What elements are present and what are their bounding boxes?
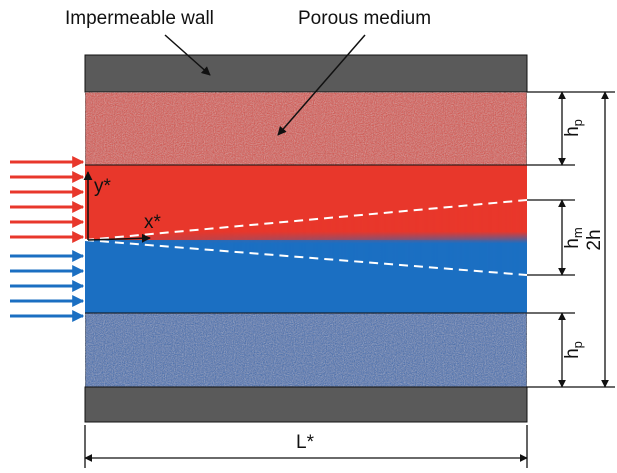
bottom-wall (85, 387, 527, 422)
2h-label: 2h (584, 229, 605, 250)
hm-label: hm (562, 227, 585, 248)
hp-bottom-label: hp (562, 341, 585, 359)
hp-top-label: hp (562, 119, 585, 137)
porous-label: Porous medium (298, 8, 431, 29)
x-axis-label: x* (144, 212, 162, 233)
top-wall (85, 55, 527, 92)
wall-label: Impermeable wall (65, 8, 214, 29)
length-label: L* (296, 432, 315, 453)
y-axis-label: y* (94, 176, 112, 197)
inlet-arrows (10, 162, 83, 316)
diagram: y* x* Impermeable wall Porous medium hp … (0, 0, 617, 473)
bottom-porous (85, 313, 527, 387)
